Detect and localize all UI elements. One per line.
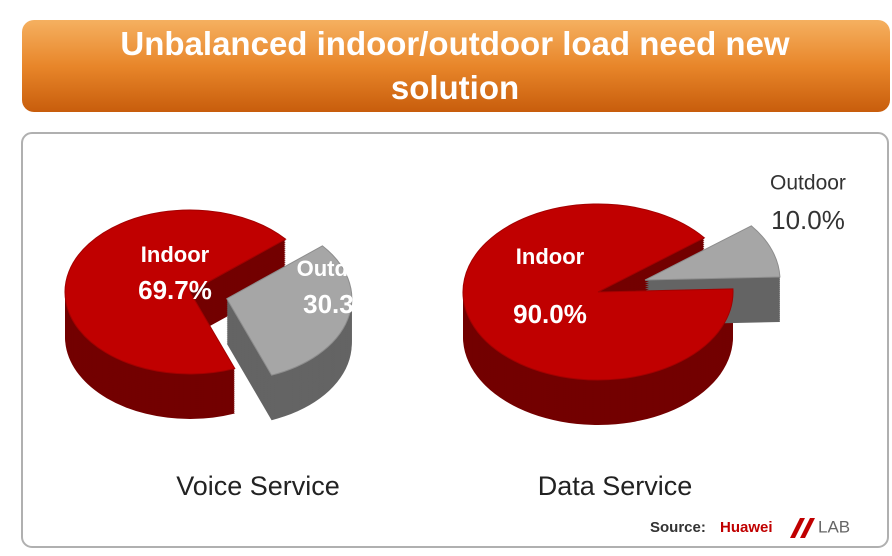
source-brand: Huawei xyxy=(720,519,773,536)
slide-title: Unbalanced indoor/outdoor load need new … xyxy=(120,25,790,106)
slice-value-label: 10.0% xyxy=(771,205,845,235)
logo-icon xyxy=(790,518,815,538)
slice-category-label: Indoor xyxy=(516,244,585,269)
pie-slice xyxy=(64,209,287,375)
chart-title: Voice Service xyxy=(176,471,340,501)
pie-chart: Indoor 69.7% Outdoor 30.3% Voice Service xyxy=(64,209,384,501)
pie-slice xyxy=(226,245,353,376)
slice-value-label: 30.3% xyxy=(303,289,377,319)
pie-chart: Indoor 90.0% Outdoor 10.0% Data Service xyxy=(462,172,846,501)
slice-category-label: Indoor xyxy=(141,242,210,267)
source-label: Source: xyxy=(650,519,706,536)
slice-value-label: 69.7% xyxy=(138,275,212,305)
slice-category-label: Outdoor xyxy=(770,172,846,195)
pie-slice xyxy=(644,225,781,281)
slice-category-label: Outdoor xyxy=(297,256,384,281)
title-banner xyxy=(22,20,890,112)
chart-title: Data Service xyxy=(538,471,693,501)
source-lab: LAB xyxy=(818,517,850,536)
pie-slice xyxy=(462,203,734,381)
slice-value-label: 90.0% xyxy=(513,299,587,329)
title-box: Unbalanced indoor/outdoor load need new … xyxy=(120,25,790,106)
